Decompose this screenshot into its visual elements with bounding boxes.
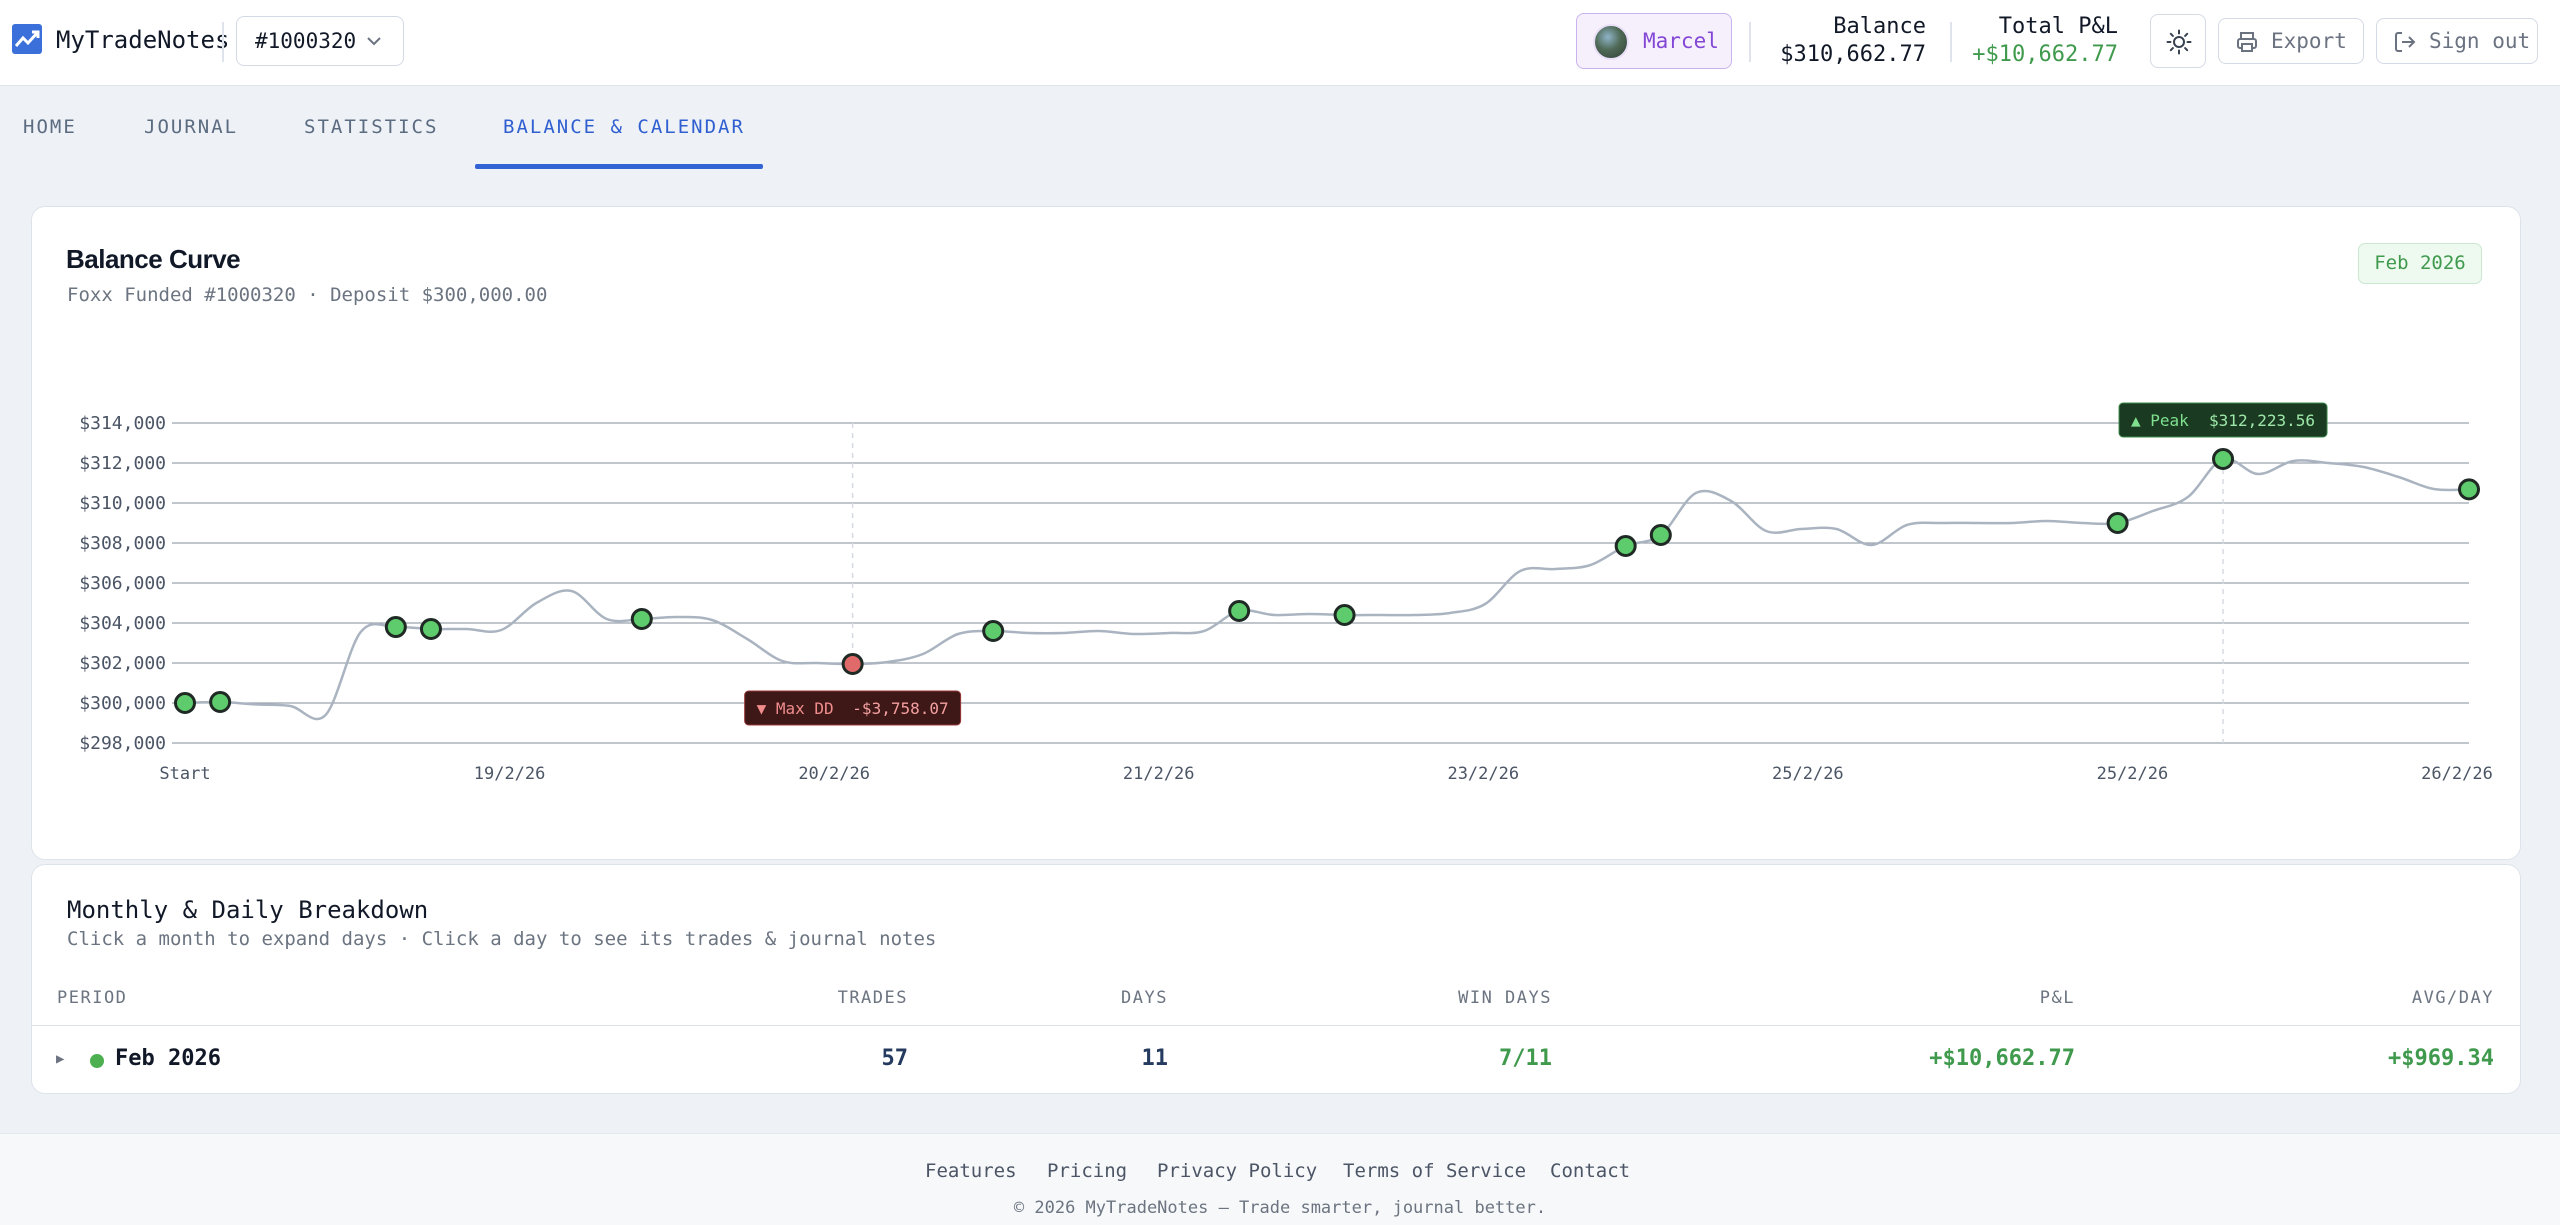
row-trades: 57	[881, 1046, 909, 1071]
footer-link-features[interactable]: Features	[925, 1160, 1017, 1182]
expand-caret-icon: ▶	[56, 1051, 65, 1067]
y-tick-label: $298,000	[79, 733, 166, 754]
logout-icon	[2395, 32, 2416, 52]
chart-title: Balance Curve	[66, 244, 241, 274]
col-header-period: PERIOD	[57, 988, 128, 1008]
row-pnl: +$10,662.77	[1929, 1046, 2075, 1071]
divider	[1950, 22, 1952, 62]
x-tick-label: Start	[159, 764, 210, 784]
chart-subtitle: Foxx Funded #1000320 · Deposit $300,000.…	[67, 284, 548, 306]
trade-day-point	[1333, 604, 1356, 626]
breakdown-subtitle: Click a month to expand days · Click a d…	[67, 928, 937, 950]
chevron-down-icon	[367, 37, 381, 46]
drawdown-value: -$3,758.07	[852, 699, 948, 718]
drawdown-point	[841, 653, 864, 675]
table-row[interactable]: ▶	[32, 1026, 2520, 1092]
x-tick-label: 25/2/26	[2097, 764, 2169, 784]
col-header-avg-day: AVG/DAY	[2411, 988, 2494, 1008]
row-period: Feb 2026	[115, 1046, 221, 1071]
drawdown-label-box	[744, 690, 962, 726]
trade-day-point	[1614, 535, 1637, 557]
tab-statistics[interactable]: STATISTICS	[304, 116, 439, 138]
y-tick-label: $300,000	[79, 693, 166, 714]
trade-day-point	[2212, 448, 2235, 470]
copyright: © 2026 MyTradeNotes — Trade smarter, jou…	[1013, 1198, 1547, 1218]
x-tick-label: 20/2/26	[798, 764, 870, 784]
y-tick-label: $314,000	[79, 413, 166, 434]
printer-icon	[2237, 32, 2257, 52]
footer-link-contact[interactable]: Contact	[1550, 1160, 1631, 1182]
col-header-trades: TRADES	[837, 988, 908, 1008]
trade-day-point	[982, 620, 1005, 642]
divider	[1749, 22, 1751, 62]
active-tab-indicator	[475, 164, 763, 169]
balance-chart: $314,000 $312,000 $310,000 $308,000 $306,000…	[79, 402, 2493, 784]
sign-out-label: Sign out	[2429, 29, 2531, 53]
x-tick-label: 23/2/26	[1447, 764, 1519, 784]
x-tick-label: 25/2/26	[1772, 764, 1844, 784]
balance-curve-card	[31, 206, 2521, 860]
trade-day-point	[2106, 512, 2129, 534]
row-avg-day: +$969.34	[2388, 1046, 2494, 1071]
balance-label: Balance	[1833, 14, 1926, 39]
row-days: 11	[1141, 1046, 1169, 1071]
y-tick-label: $308,000	[79, 533, 166, 554]
x-tick-label: 21/2/26	[1123, 764, 1195, 784]
theme-toggle-button[interactable]	[2150, 14, 2206, 68]
trade-day-point	[209, 691, 232, 713]
tab-journal[interactable]: JOURNAL	[144, 116, 239, 138]
row-win-days: 7/11	[1499, 1046, 1552, 1071]
sign-out-button[interactable]: Sign out	[2376, 18, 2538, 64]
y-tick-label: $306,000	[79, 573, 166, 594]
peak-label: ▲ Peak	[2131, 411, 2189, 430]
drawdown-label: ▼ Max DD	[757, 699, 834, 718]
trend-logo-icon	[12, 24, 42, 54]
footer	[0, 1133, 2560, 1225]
user-profile-button[interactable]: Marcel	[1576, 13, 1732, 69]
total-pnl-value: +$10,662.77	[1972, 42, 2118, 67]
export-button[interactable]: Export	[2218, 18, 2364, 64]
trade-day-point	[1649, 524, 1672, 546]
footer-link-privacy[interactable]: Privacy Policy	[1157, 1160, 1318, 1182]
user-name: Marcel	[1643, 29, 1719, 53]
app-name[interactable]: MyTradeNotes	[56, 26, 230, 54]
y-tick-label: $310,000	[79, 493, 166, 514]
x-tick-label: 19/2/26	[474, 764, 546, 784]
y-tick-label: $312,000	[79, 453, 166, 474]
trade-day-point	[174, 692, 196, 714]
peak-value: $312,223.56	[2209, 411, 2315, 430]
footer-link-pricing[interactable]: Pricing	[1047, 1160, 1128, 1182]
tab-balance-calendar[interactable]: BALANCE & CALENDAR	[503, 116, 745, 138]
avatar	[1593, 24, 1629, 60]
trade-day-point	[2458, 478, 2480, 501]
col-header-pnl: P&L	[2039, 988, 2075, 1008]
status-dot	[90, 1054, 104, 1068]
divider	[32, 1025, 2520, 1026]
peak-label-box	[2118, 402, 2328, 438]
trade-day-point	[384, 616, 407, 638]
top-bar: MyTradeNotes #1000320 Marcel Balance $31…	[0, 0, 2560, 86]
trade-day-point	[630, 608, 653, 630]
total-pnl-label: Total P&L	[1998, 14, 2118, 39]
trade-day-point	[1228, 600, 1251, 622]
trade-day-point	[419, 618, 442, 640]
col-header-win-days: WIN DAYS	[1458, 988, 1552, 1008]
col-header-days: DAYS	[1121, 988, 1168, 1008]
tab-home[interactable]: HOME	[23, 116, 77, 138]
y-tick-label: $304,000	[79, 613, 166, 634]
balance-value: $310,662.77	[1780, 42, 1926, 67]
account-select[interactable]: #1000320	[236, 16, 404, 66]
y-tick-label: $302,000	[79, 653, 166, 674]
account-select-value: #1000320	[255, 29, 357, 53]
breakdown-title: Monthly & Daily Breakdown	[67, 896, 429, 924]
x-tick-label: 26/2/26	[2421, 764, 2493, 784]
divider	[222, 22, 224, 62]
breakdown-card	[31, 864, 2521, 1094]
month-badge: Feb 2026	[2358, 243, 2482, 284]
footer-link-terms[interactable]: Terms of Service	[1343, 1160, 1527, 1182]
balance-line	[184, 457, 2470, 721]
export-label: Export	[2271, 29, 2347, 53]
sun-icon	[2166, 29, 2192, 55]
